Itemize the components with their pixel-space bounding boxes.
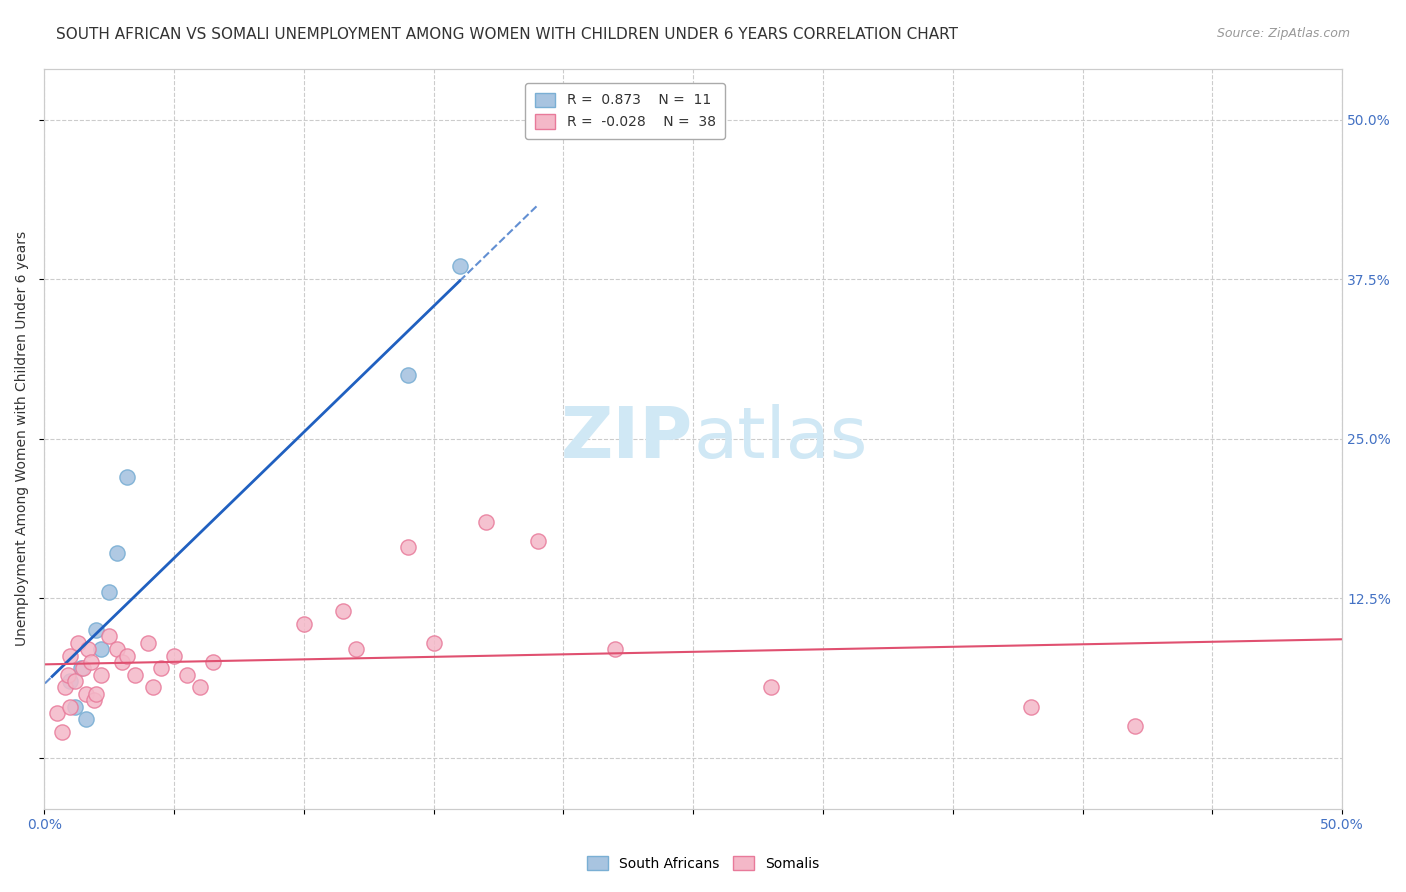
Text: atlas: atlas	[693, 404, 868, 473]
Point	[474, 515, 496, 529]
Point	[59, 699, 82, 714]
Point	[163, 648, 186, 663]
Point	[59, 648, 82, 663]
Point	[65, 674, 87, 689]
Point	[111, 655, 134, 669]
Point	[59, 674, 82, 689]
Point	[90, 642, 112, 657]
Point	[1123, 719, 1146, 733]
Point	[105, 546, 128, 560]
Legend: South Africans, Somalis: South Africans, Somalis	[581, 850, 825, 876]
Point	[75, 712, 97, 726]
Text: Source: ZipAtlas.com: Source: ZipAtlas.com	[1216, 27, 1350, 40]
Text: ZIP: ZIP	[561, 404, 693, 473]
Point	[84, 687, 107, 701]
Point	[80, 655, 103, 669]
Point	[69, 661, 91, 675]
Point	[77, 642, 100, 657]
Point	[202, 655, 225, 669]
Y-axis label: Unemployment Among Women with Children Under 6 years: Unemployment Among Women with Children U…	[15, 231, 30, 646]
Point	[142, 681, 165, 695]
Point	[51, 725, 73, 739]
Point	[65, 699, 87, 714]
Text: SOUTH AFRICAN VS SOMALI UNEMPLOYMENT AMONG WOMEN WITH CHILDREN UNDER 6 YEARS COR: SOUTH AFRICAN VS SOMALI UNEMPLOYMENT AMO…	[56, 27, 959, 42]
Point	[136, 636, 159, 650]
Point	[98, 629, 121, 643]
Point	[526, 533, 548, 548]
Point	[46, 706, 69, 720]
Legend: R =  0.873    N =  11, R =  -0.028    N =  38: R = 0.873 N = 11, R = -0.028 N = 38	[524, 83, 725, 139]
Point	[72, 661, 94, 675]
Point	[759, 681, 782, 695]
Point	[449, 260, 471, 274]
Point	[105, 642, 128, 657]
Point	[188, 681, 211, 695]
Point	[292, 616, 315, 631]
Point	[150, 661, 173, 675]
Point	[90, 667, 112, 681]
Point	[396, 368, 419, 382]
Point	[75, 687, 97, 701]
Point	[98, 584, 121, 599]
Point	[176, 667, 198, 681]
Point	[1019, 699, 1042, 714]
Point	[66, 636, 89, 650]
Point	[422, 636, 444, 650]
Point	[332, 604, 354, 618]
Point	[56, 667, 79, 681]
Point	[83, 693, 105, 707]
Point	[124, 667, 146, 681]
Point	[117, 648, 139, 663]
Point	[53, 681, 76, 695]
Point	[344, 642, 367, 657]
Point	[605, 642, 627, 657]
Point	[84, 623, 107, 637]
Point	[396, 540, 419, 554]
Point	[117, 470, 139, 484]
